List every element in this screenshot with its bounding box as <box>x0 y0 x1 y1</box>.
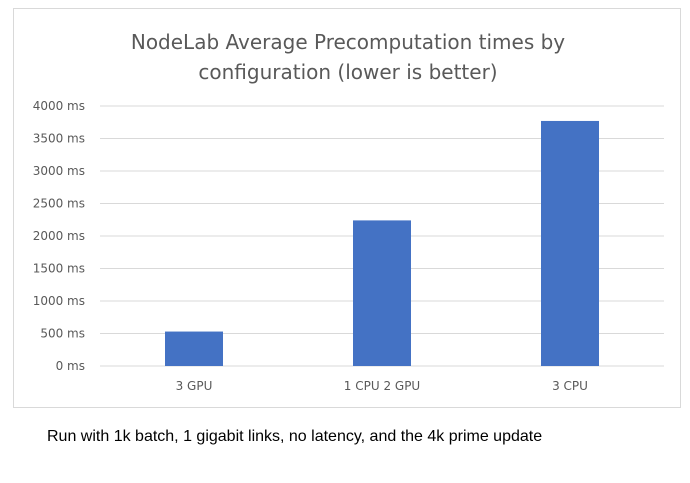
y-tick-label: 2000 ms <box>33 229 85 243</box>
x-tick-label: 3 GPU <box>176 379 213 393</box>
y-tick-label: 3000 ms <box>33 164 85 178</box>
chart-title-line-1: NodeLab Average Precomputation times by <box>131 30 565 54</box>
y-tick-label: 500 ms <box>40 327 85 341</box>
bar-3 <box>541 120 599 366</box>
y-tick-label: 2500 ms <box>33 197 85 211</box>
chart-frame: NodeLab Average Precomputation times by … <box>13 8 681 408</box>
chart-caption: Run with 1k batch, 1 gigabit links, no l… <box>47 428 543 445</box>
bar-chart: NodeLab Average Precomputation times by … <box>33 30 664 393</box>
x-tick-label: 1 CPU 2 GPU <box>344 379 420 393</box>
y-tick-label: 1500 ms <box>33 262 85 276</box>
y-tick-label: 0 ms <box>56 359 85 373</box>
x-tick-label: 3 CPU <box>552 379 588 393</box>
chart-title-line-2: configuration (lower is better) <box>198 60 497 84</box>
bars <box>165 120 599 366</box>
x-axis-tick-labels: 3 GPU 1 CPU 2 GPU 3 CPU <box>176 379 588 393</box>
y-tick-label: 1000 ms <box>33 294 85 308</box>
y-tick-label: 3500 ms <box>33 132 85 146</box>
bar-1 <box>165 331 223 366</box>
bar-2 <box>353 220 411 366</box>
y-axis-tick-labels: 0 ms 500 ms 1000 ms 1500 ms 2000 ms 2500 ms 30… <box>33 99 85 373</box>
y-tick-label: 4000 ms <box>33 99 85 113</box>
